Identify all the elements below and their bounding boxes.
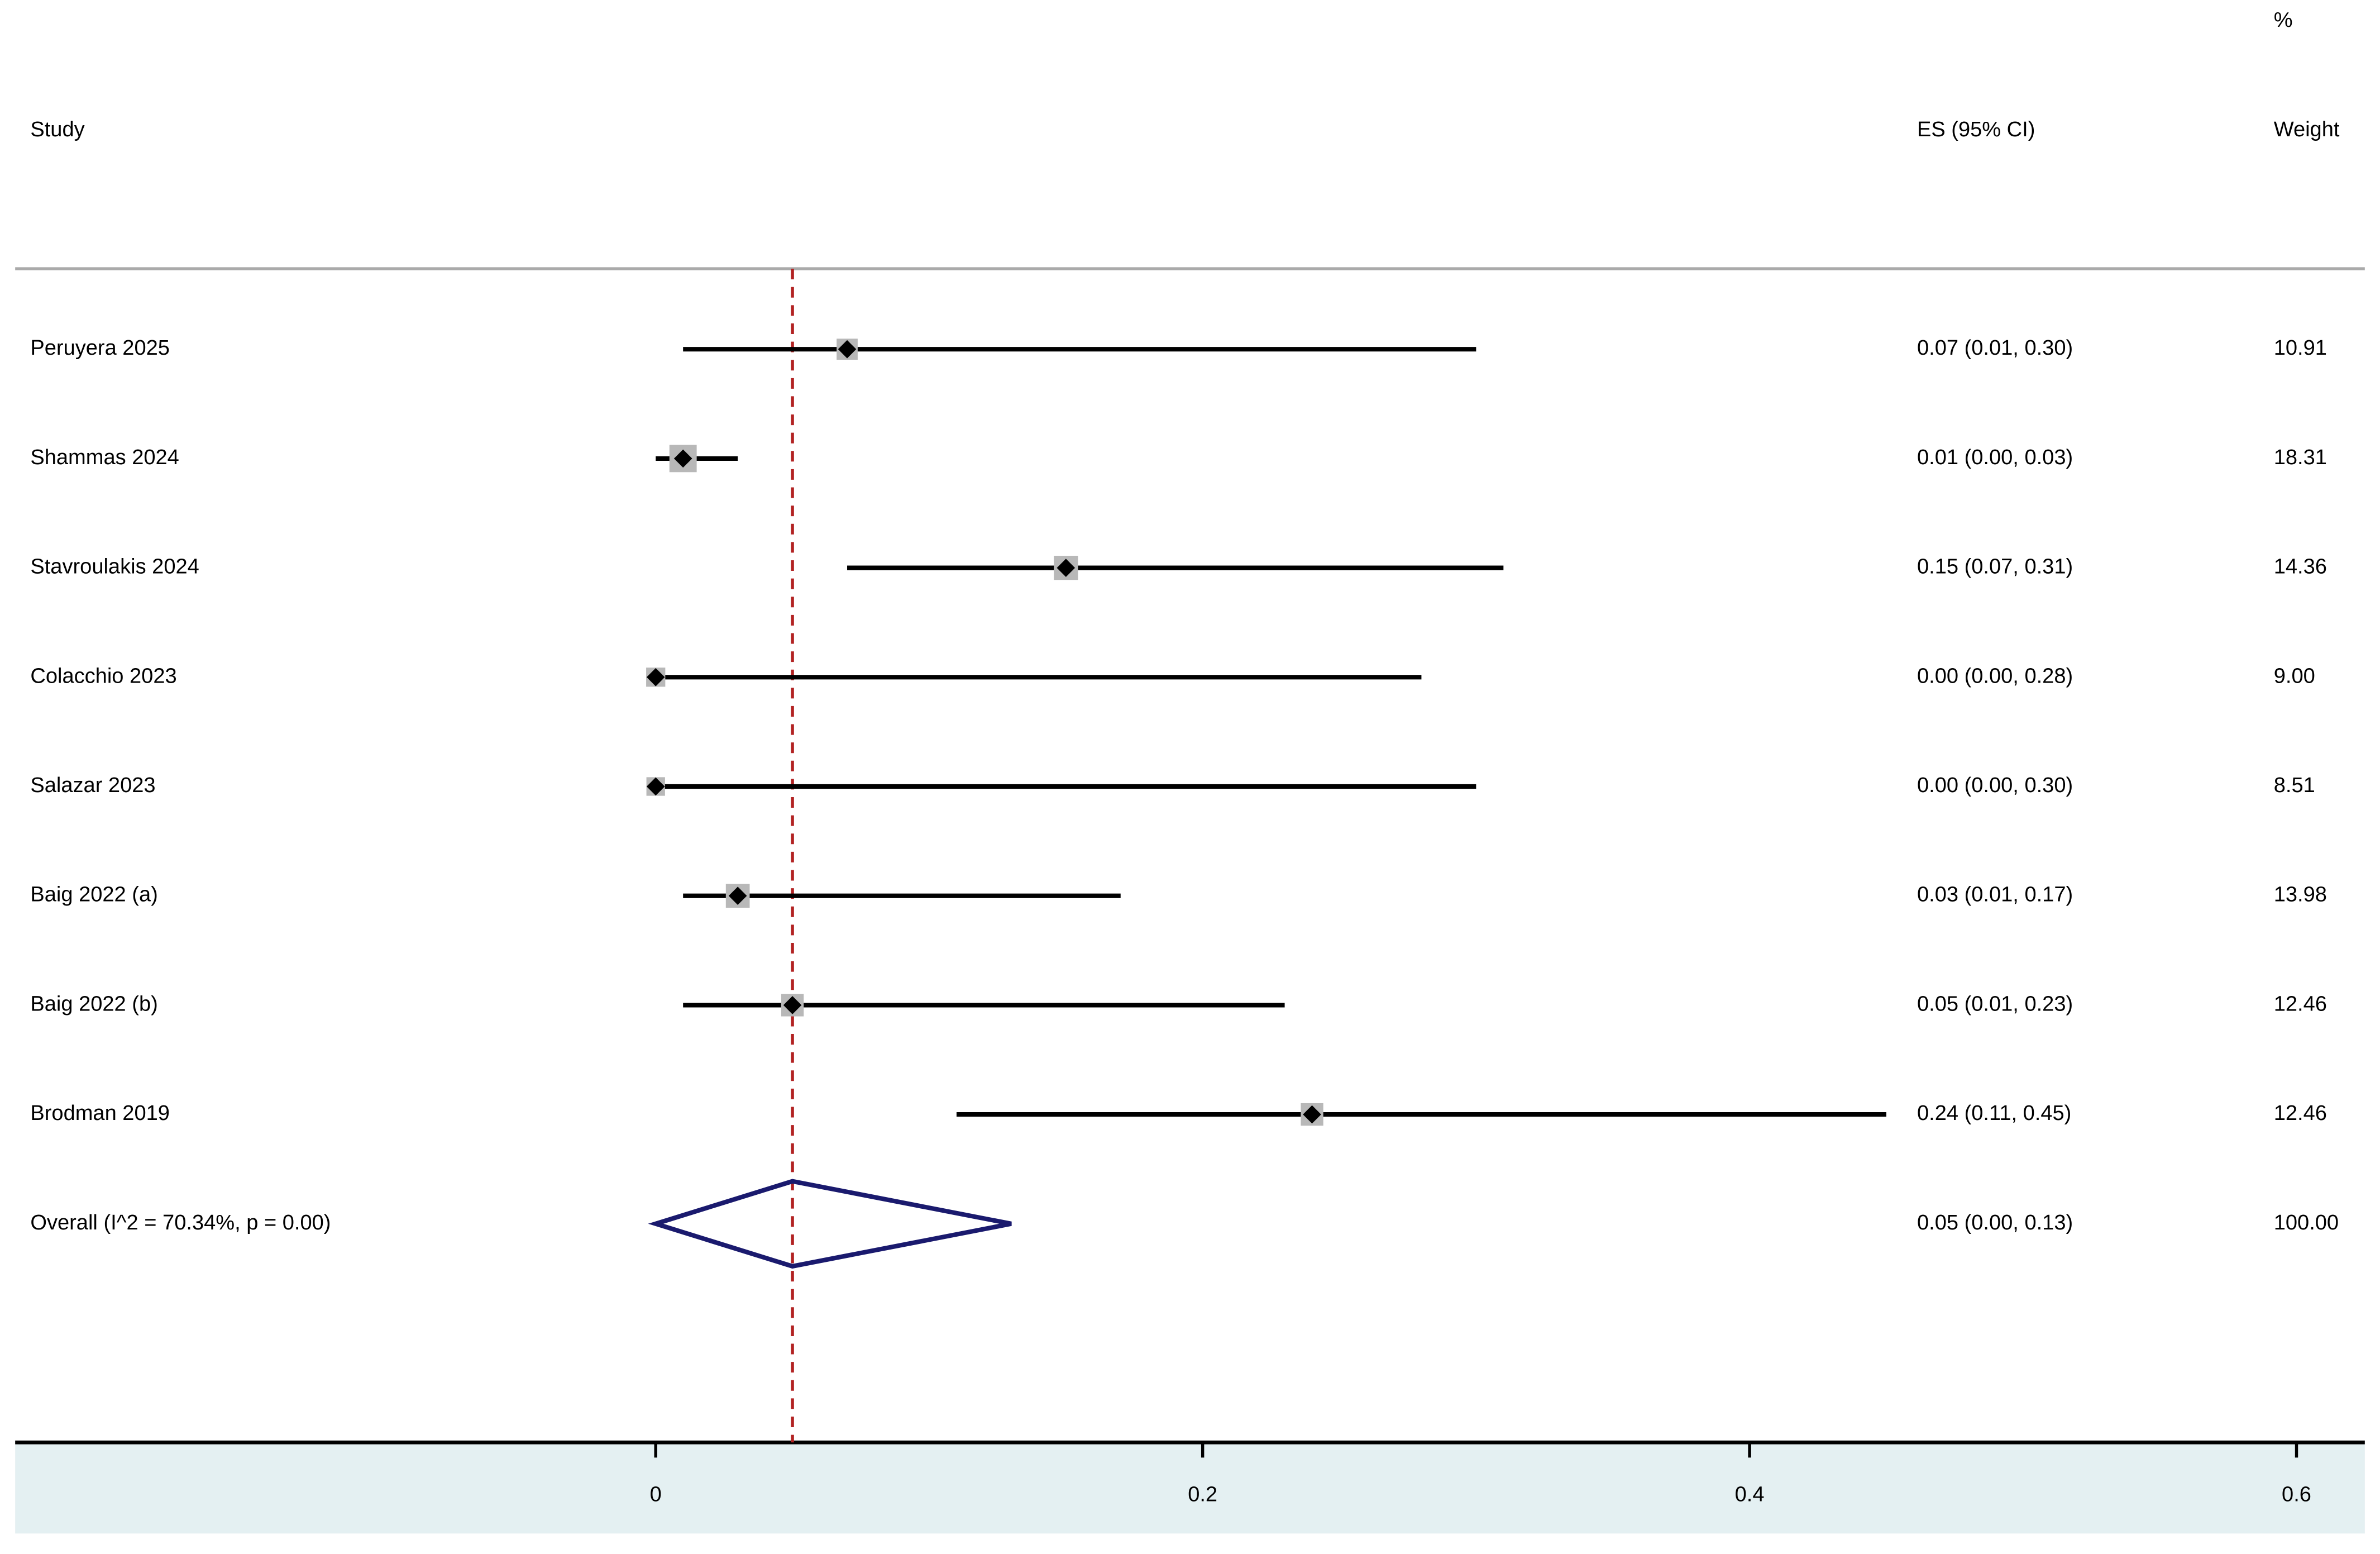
axis-band (15, 1442, 2365, 1534)
weight-label: 12.46 (2274, 992, 2327, 1016)
point-estimate (673, 449, 692, 468)
header-study: Study (30, 118, 84, 141)
weight-label: 9.00 (2274, 664, 2315, 688)
weight-label: 13.98 (2274, 883, 2327, 907)
es-label: 0.07 (0.01, 0.30) (1917, 336, 2073, 360)
overall-label: Overall (I^2 = 70.34%, p = 0.00) (30, 1211, 331, 1234)
study-label: Salazar 2023 (30, 774, 155, 797)
x-tick-label: 0.6 (2282, 1483, 2311, 1506)
weight-label: 10.91 (2274, 336, 2327, 360)
overall-es-label: 0.05 (0.00, 0.13) (1917, 1211, 2073, 1234)
weight-label: 12.46 (2274, 1102, 2327, 1125)
study-label: Shammas 2024 (30, 446, 179, 469)
es-label: 0.05 (0.01, 0.23) (1917, 992, 2073, 1016)
x-tick-label: 0.2 (1188, 1483, 1217, 1506)
overall-weight-label: 100.00 (2274, 1211, 2339, 1234)
header-weight-top: % (2274, 8, 2293, 32)
header-es: ES (95% CI) (1917, 118, 2035, 141)
es-label: 0.03 (0.01, 0.17) (1917, 883, 2073, 907)
study-label: Colacchio 2023 (30, 664, 176, 688)
x-tick-label: 0.4 (1735, 1483, 1765, 1506)
weight-label: 14.36 (2274, 555, 2327, 579)
x-tick-label: 0 (650, 1483, 662, 1506)
study-label: Baig 2022 (a) (30, 883, 157, 907)
es-label: 0.00 (0.00, 0.30) (1917, 774, 2073, 797)
weight-label: 8.51 (2274, 774, 2315, 797)
study-label: Baig 2022 (b) (30, 992, 157, 1016)
weight-label: 18.31 (2274, 446, 2327, 469)
study-label: Peruyera 2025 (30, 336, 170, 360)
overall-diamond (648, 1179, 1012, 1269)
es-label: 0.24 (0.11, 0.45) (1917, 1102, 2071, 1125)
header-weight: Weight (2274, 118, 2340, 141)
study-label: Brodman 2019 (30, 1102, 170, 1125)
es-label: 0.01 (0.00, 0.03) (1917, 446, 2073, 469)
study-label: Stavroulakis 2024 (30, 555, 199, 579)
es-label: 0.15 (0.07, 0.31) (1917, 555, 2073, 579)
point-estimate (838, 340, 857, 359)
es-label: 0.00 (0.00, 0.28) (1917, 664, 2073, 688)
point-estimate (728, 886, 747, 905)
